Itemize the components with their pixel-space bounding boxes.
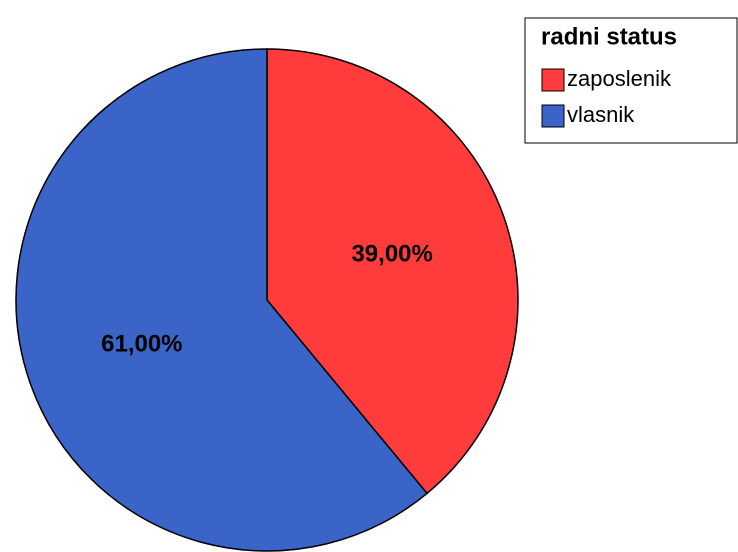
pie-slice (15, 48, 429, 552)
pie-slice (266, 48, 519, 495)
legend-swatch (541, 68, 565, 92)
legend-label: zaposlenik (567, 66, 672, 91)
data-label: 61,00% (101, 330, 182, 357)
legend-title: radni status (541, 23, 677, 50)
legend-swatch (541, 104, 565, 128)
legend-label: vlasnik (567, 102, 635, 127)
data-label: 39,00% (351, 240, 432, 267)
